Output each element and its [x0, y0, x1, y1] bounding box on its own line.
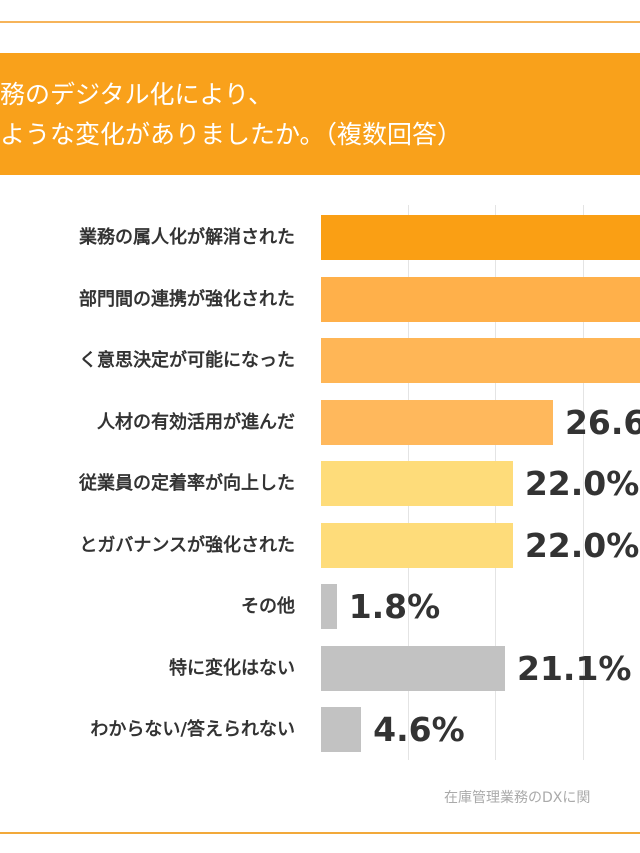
gridline: [582, 205, 584, 760]
category-label: 業務の属人化が解消された: [79, 227, 295, 248]
bar: [321, 399, 553, 445]
bar: [321, 461, 513, 506]
category-label: わからない/答えられない: [90, 719, 295, 740]
category-label: く意思決定が可能になった: [79, 350, 295, 371]
bottom-rule: [0, 832, 640, 834]
category-label: 特に変化はない: [169, 657, 295, 679]
bar: [321, 522, 513, 568]
bar: [321, 707, 362, 752]
value-label: 22.0%: [524, 525, 640, 565]
title-line-2: ような変化がありましたか。（複数回答）: [0, 120, 463, 149]
value-label: 26.6: [564, 402, 640, 442]
title-line-1: 務のデジタル化により、: [0, 80, 274, 109]
bar: [321, 584, 337, 629]
source-note: 在庫管理業務のDXに関: [444, 790, 591, 806]
top-rule: [0, 21, 640, 23]
chart-title-banner: 務のデジタル化により、 ような変化がありましたか。（複数回答）: [0, 53, 640, 175]
category-label: その他: [241, 596, 295, 617]
category-label: 人材の有効活用が進んだ: [97, 411, 295, 433]
value-label: 1.8%: [348, 587, 441, 626]
bar: [321, 215, 640, 260]
category-label: 従業員の定着率が向上した: [79, 473, 295, 494]
bar: [321, 645, 505, 691]
bar: [321, 338, 640, 383]
value-label: 22.0%: [524, 464, 640, 503]
category-label: とガバナンスが強化された: [79, 534, 295, 556]
value-label: 21.1%: [516, 648, 632, 688]
bar: [321, 276, 640, 322]
category-label: 部門間の連携が強化された: [79, 288, 295, 310]
value-label: 4.6%: [373, 710, 465, 749]
